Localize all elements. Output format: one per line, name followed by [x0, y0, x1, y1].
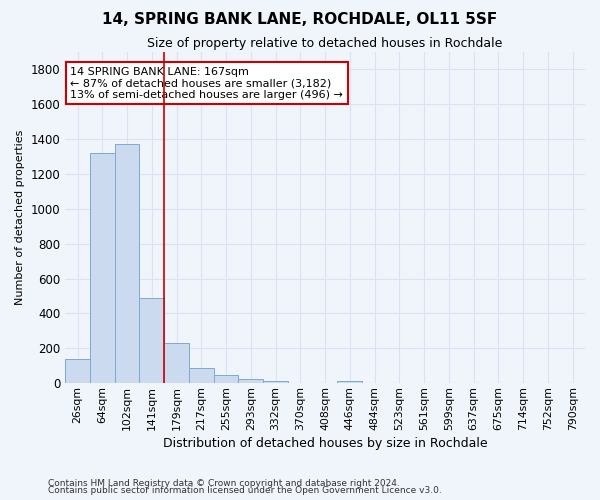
Bar	[115, 144, 139, 384]
Text: Contains HM Land Registry data © Crown copyright and database right 2024.: Contains HM Land Registry data © Crown c…	[48, 478, 400, 488]
Bar	[90, 153, 115, 384]
Bar	[337, 380, 362, 384]
Title: Size of property relative to detached houses in Rochdale: Size of property relative to detached ho…	[148, 38, 503, 51]
Bar	[139, 298, 164, 384]
Text: 14, SPRING BANK LANE, ROCHDALE, OL11 5SF: 14, SPRING BANK LANE, ROCHDALE, OL11 5SF	[103, 12, 497, 28]
Bar	[65, 359, 90, 384]
X-axis label: Distribution of detached houses by size in Rochdale: Distribution of detached houses by size …	[163, 437, 487, 450]
Bar	[238, 379, 263, 384]
Y-axis label: Number of detached properties: Number of detached properties	[15, 130, 25, 305]
Bar	[189, 368, 214, 384]
Text: Contains public sector information licensed under the Open Government Licence v3: Contains public sector information licen…	[48, 486, 442, 495]
Text: 14 SPRING BANK LANE: 167sqm
← 87% of detached houses are smaller (3,182)
13% of : 14 SPRING BANK LANE: 167sqm ← 87% of det…	[70, 66, 343, 100]
Bar	[263, 380, 288, 384]
Bar	[214, 374, 238, 384]
Bar	[164, 343, 189, 384]
